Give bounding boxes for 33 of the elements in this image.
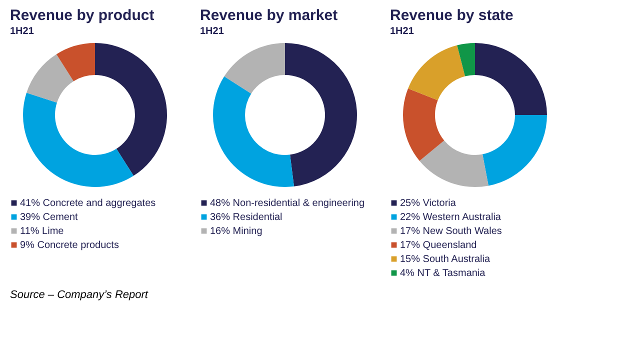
legend-label: 9% Concrete products (20, 240, 119, 251)
chart-title: Revenue by market (200, 7, 338, 24)
legend-label: 41% Concrete and aggregates (20, 198, 156, 209)
chart-title: Revenue by product (10, 7, 154, 24)
donut-slice (213, 76, 294, 187)
legend-label: 25% Victoria (400, 198, 456, 209)
legend-label: 4% NT & Tasmania (400, 268, 486, 279)
donut-slice (420, 140, 488, 187)
donut-slice (482, 115, 547, 186)
legend-label: 39% Cement (20, 212, 78, 223)
legend-label: 15% South Australia (400, 254, 490, 265)
donut-slice (285, 43, 357, 186)
source-note: Source – Company’s Report (10, 289, 149, 301)
legend-label: 17% Queensland (400, 240, 477, 251)
donut-slice (23, 92, 134, 187)
donut-slice (475, 43, 547, 115)
chart-title: Revenue by state (390, 7, 514, 24)
donut-slice (403, 88, 444, 161)
chart-subtitle: 1H21 (200, 26, 224, 37)
legend-label: 36% Residential (210, 212, 282, 223)
donut-slice (56, 43, 95, 82)
chart-subtitle: 1H21 (390, 26, 414, 37)
legend-label: 17% New South Wales (400, 226, 502, 237)
donut-slice (224, 43, 285, 94)
legend-label: 48% Non-residential & engineering (210, 198, 365, 209)
legend-label: 16% Mining (210, 226, 262, 237)
legend-label: 11% Lime (20, 226, 64, 237)
donut-slice (95, 43, 167, 176)
chart-subtitle: 1H21 (10, 26, 34, 37)
donut-slice (457, 43, 475, 76)
legend-label: 22% Western Australia (400, 212, 502, 223)
donut-slice (26, 54, 74, 103)
donut-slice (408, 45, 466, 100)
